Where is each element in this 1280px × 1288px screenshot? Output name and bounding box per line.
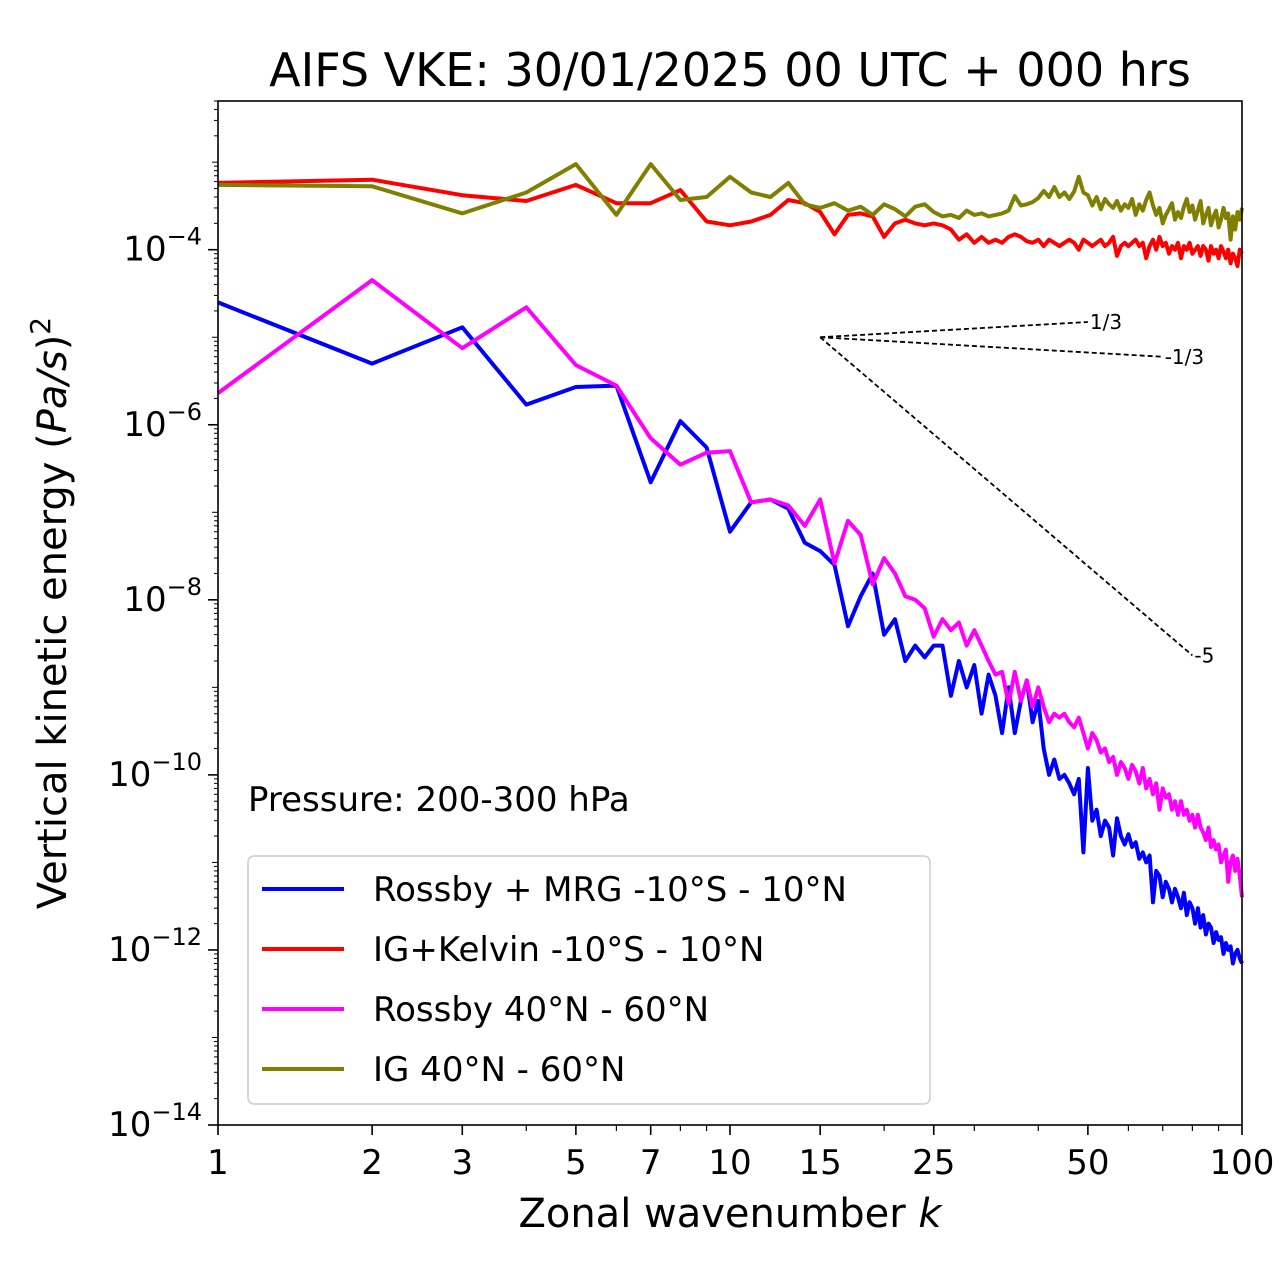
- x-tick-label: 5: [565, 1143, 587, 1183]
- x-tick-label: 25: [912, 1143, 955, 1183]
- slope-line-3: [819, 336, 1193, 657]
- y-tick-label: 10−10: [108, 748, 202, 795]
- legend-label-1: Rossby + MRG -10°S - 10°N: [373, 870, 847, 910]
- y-tick-label: 10−12: [108, 923, 202, 970]
- x-tick-label: 100: [1210, 1143, 1275, 1183]
- plot-area: 1/3-1/3-5 1 2 3 5 7 10 15 25 50 100 10−1410−1210−…: [108, 100, 1274, 1183]
- legend-label-3: Rossby 40°N - 60°N: [373, 990, 709, 1030]
- y-axis: 10−14 10−12 10−10 10−8 10−6 10−4: [108, 100, 218, 1145]
- y-tick-label: 10−6: [123, 398, 202, 445]
- series-line-2: [217, 177, 1244, 269]
- x-tick-label: 2: [361, 1143, 383, 1183]
- chart-title: AIFS VKE: 30/01/2025 00 UTC + 000 hrs: [269, 43, 1191, 97]
- x-tick-label: 7: [640, 1143, 662, 1183]
- y-axis-label: Vertical kinetic energy (Pa/s)2: [24, 317, 76, 909]
- x-tick-label: 10: [708, 1143, 751, 1183]
- legend-items: Rossby + MRG -10°S - 10°N IG+Kelvin -10°S…: [262, 870, 847, 1090]
- series-line-4: [217, 162, 1244, 242]
- y-tick-label: 10−4: [123, 223, 202, 270]
- reference-slopes: 1/3 -1/3 -5: [819, 310, 1214, 667]
- x-tick-label: 3: [451, 1143, 473, 1183]
- x-tick-label: 15: [799, 1143, 842, 1183]
- slope-label-2: -1/3: [1165, 345, 1204, 369]
- legend-label-2: IG+Kelvin -10°S - 10°N: [373, 930, 764, 970]
- x-axis-label: Zonal wavenumber k: [518, 1191, 943, 1237]
- pressure-annotation: Pressure: 200-300 hPa: [248, 780, 630, 820]
- series-line-1: [217, 300, 1244, 966]
- x-tick-label: 1: [207, 1143, 229, 1183]
- legend-label-4: IG 40°N - 60°N: [373, 1050, 625, 1090]
- x-axis: 1 2 3 5 7 10 15 25 50 100: [207, 1125, 1274, 1183]
- legend-box: [247, 855, 931, 1105]
- y-tick-label: 10−8: [123, 573, 202, 620]
- legend: Rossby + MRG -10°S - 10°N IG+Kelvin -10°S…: [247, 855, 931, 1105]
- y-tick-label: 10−14: [108, 1098, 202, 1145]
- slope-label-3: -5: [1194, 643, 1214, 667]
- slope-label-1: 1/3: [1090, 310, 1122, 334]
- series-layer: [216, 162, 1244, 966]
- slope-line-2: [820, 336, 1163, 358]
- x-tick-label: 50: [1066, 1143, 1109, 1183]
- slope-line-1: [820, 321, 1088, 339]
- series-line-3: [216, 278, 1244, 898]
